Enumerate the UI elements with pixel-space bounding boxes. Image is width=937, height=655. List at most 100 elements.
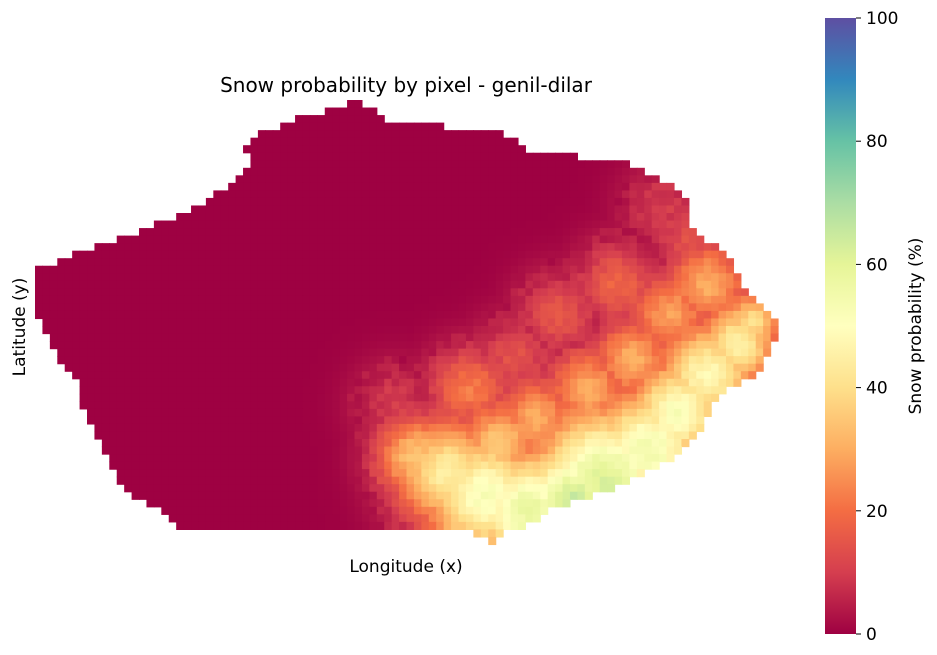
heatmap-cell [399, 220, 408, 229]
heatmap-cell [517, 243, 526, 252]
heatmap-cell [413, 469, 422, 478]
heatmap-cell [205, 446, 214, 455]
heatmap-cell [354, 280, 363, 289]
heatmap-cell [681, 371, 690, 380]
heatmap-cell [309, 243, 318, 252]
heatmap-cell [651, 197, 660, 207]
heatmap-cell [332, 258, 341, 267]
heatmap-cell [183, 295, 192, 304]
heatmap-cell [287, 190, 296, 199]
heatmap-cell [540, 228, 549, 237]
heatmap-cell [287, 130, 296, 139]
heatmap-cell [636, 439, 645, 448]
heatmap-cell [369, 295, 378, 304]
heatmap-cell [584, 167, 593, 176]
heatmap-cell [584, 273, 593, 282]
heatmap-cell [369, 484, 378, 493]
heatmap-cell [517, 152, 526, 161]
heatmap-cell [265, 273, 274, 282]
heatmap-cell [599, 461, 608, 470]
heatmap-cell [651, 273, 660, 282]
heatmap-cell [465, 295, 474, 304]
heatmap-cell [317, 461, 326, 470]
heatmap-cell [309, 250, 318, 259]
heatmap-cell [87, 378, 96, 387]
heatmap-cell [703, 295, 712, 304]
heatmap-cell [562, 378, 571, 387]
heatmap-cell [361, 318, 370, 327]
heatmap-cell [168, 469, 177, 478]
heatmap-cell [406, 197, 415, 207]
heatmap-cell [250, 378, 259, 387]
heatmap-cell [250, 506, 259, 515]
heatmap-cell [436, 160, 445, 169]
heatmap-cell [584, 213, 593, 222]
heatmap-cell [465, 318, 474, 327]
heatmap-cell [146, 341, 155, 350]
heatmap-cell [176, 401, 185, 410]
heatmap-cell [636, 401, 645, 410]
heatmap-cell [532, 408, 541, 417]
heatmap-cell [243, 326, 252, 335]
heatmap-cell [302, 408, 311, 417]
heatmap-cell [369, 423, 378, 433]
heatmap-cell [87, 363, 96, 372]
heatmap-cell [503, 333, 512, 342]
heatmap-cell [443, 137, 452, 146]
heatmap-cell [421, 423, 430, 433]
heatmap-cell [607, 401, 616, 410]
heatmap-cell [280, 416, 289, 425]
heatmap-cell [495, 182, 504, 191]
heatmap-cell [517, 499, 526, 508]
heatmap-cell [257, 356, 266, 365]
heatmap-cell [473, 303, 482, 312]
heatmap-cell [443, 288, 452, 297]
heatmap-cell [391, 348, 400, 357]
heatmap-cell [347, 235, 356, 244]
heatmap-cell [540, 160, 549, 169]
heatmap-cell [361, 491, 370, 500]
heatmap-cell [287, 243, 296, 252]
heatmap-cell [547, 182, 556, 191]
heatmap-cell [488, 439, 497, 448]
heatmap-cell [191, 491, 200, 500]
heatmap-cell [473, 220, 482, 229]
heatmap-cell [257, 130, 266, 139]
heatmap-cell [688, 265, 697, 274]
heatmap-cell [139, 408, 148, 417]
heatmap-cell [124, 446, 133, 455]
heatmap-cell [399, 258, 408, 267]
heatmap-cell [517, 213, 526, 222]
heatmap-cell [213, 499, 222, 508]
heatmap-cell [124, 393, 133, 402]
heatmap-cell [480, 491, 489, 500]
heatmap-cell [495, 250, 504, 259]
heatmap-cell [191, 378, 200, 387]
heatmap-cell [302, 416, 311, 425]
heatmap-cell [79, 258, 88, 267]
heatmap-cell [272, 491, 281, 500]
heatmap-cell [681, 197, 690, 207]
heatmap-cell [94, 288, 103, 297]
heatmap-cell [153, 378, 162, 387]
heatmap-cell [436, 295, 445, 304]
heatmap-cell [651, 280, 660, 289]
heatmap-cell [599, 235, 608, 244]
heatmap-cell [406, 476, 415, 485]
heatmap-cell [740, 288, 749, 297]
heatmap-cell [376, 408, 385, 417]
heatmap-cell [376, 356, 385, 365]
heatmap-cell [295, 423, 304, 433]
heatmap-cell [718, 258, 727, 267]
heatmap-cell [376, 273, 385, 282]
heatmap-cell [391, 175, 400, 184]
heatmap-cell [369, 122, 378, 131]
heatmap-cell [413, 499, 422, 508]
heatmap-cell [369, 333, 378, 342]
heatmap-cell [465, 476, 474, 485]
heatmap-cell [213, 401, 222, 410]
heatmap-cell [495, 220, 504, 229]
heatmap-cell [436, 258, 445, 267]
heatmap-cell [711, 280, 720, 289]
heatmap-cell [198, 265, 207, 274]
